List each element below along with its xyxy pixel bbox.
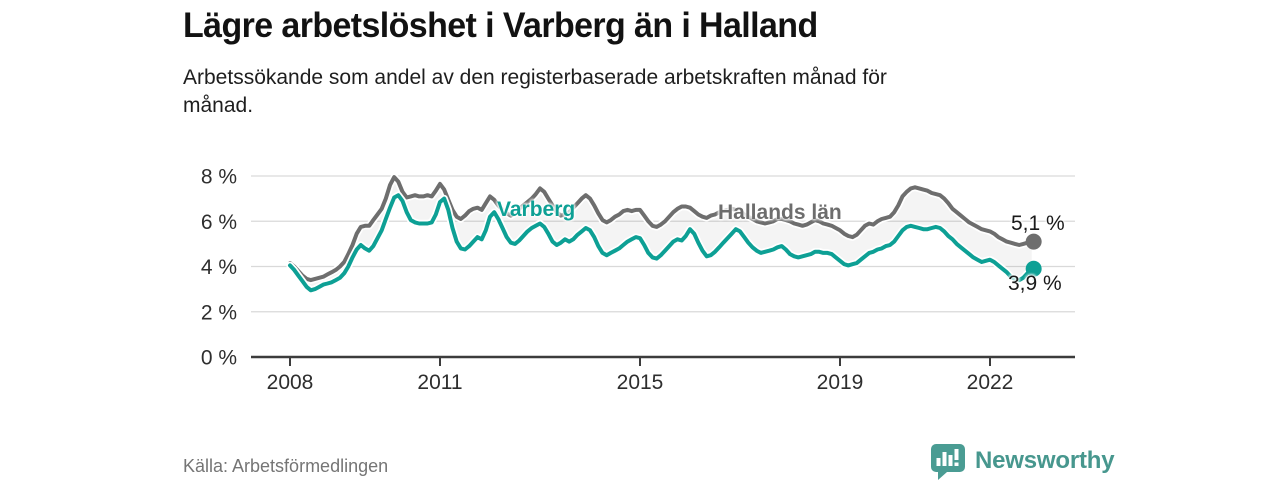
y-tick-label: 0 %: [201, 347, 237, 370]
x-tick-label: 2022: [967, 371, 1014, 394]
end-value-hallands: 5,1 %: [1011, 212, 1065, 235]
x-tick-label: 2011: [417, 371, 462, 394]
x-tick-label: 2019: [817, 371, 864, 394]
x-tick-label: 2015: [617, 371, 664, 394]
newsworthy-logo: Newsworthy: [928, 441, 1115, 480]
series-line-varberg: [288, 193, 1034, 293]
y-tick-label: 4 %: [201, 256, 237, 279]
y-tick-label: 6 %: [201, 211, 237, 234]
chart-title: Lägre arbetslöshet i Varberg än i Hallan…: [183, 6, 818, 45]
chart-subtitle: Arbetssökande som andel av den registerb…: [183, 64, 887, 120]
source-note: Källa: Arbetsförmedlingen: [183, 456, 389, 476]
series-label-varberg: Varberg: [497, 198, 576, 221]
chart-subtitle-line2: månad.: [183, 94, 254, 117]
end-dot-hallands: [1025, 233, 1042, 250]
series-label-hallands: Hallands län: [718, 201, 842, 224]
x-tick-label: 2008: [267, 371, 314, 394]
y-tick-label: 2 %: [201, 301, 237, 324]
series-line-hallands: [288, 175, 1034, 283]
end-value-varberg: 3,9 %: [1008, 272, 1062, 295]
end-dot-varberg: [1025, 260, 1042, 277]
newsworthy-wordmark: Newsworthy: [975, 446, 1115, 474]
newsworthy-bubble-chart-icon: [931, 444, 965, 480]
chart-subtitle-line1: Arbetssökande som andel av den registerb…: [183, 66, 887, 89]
y-tick-label: 8 %: [201, 166, 237, 189]
